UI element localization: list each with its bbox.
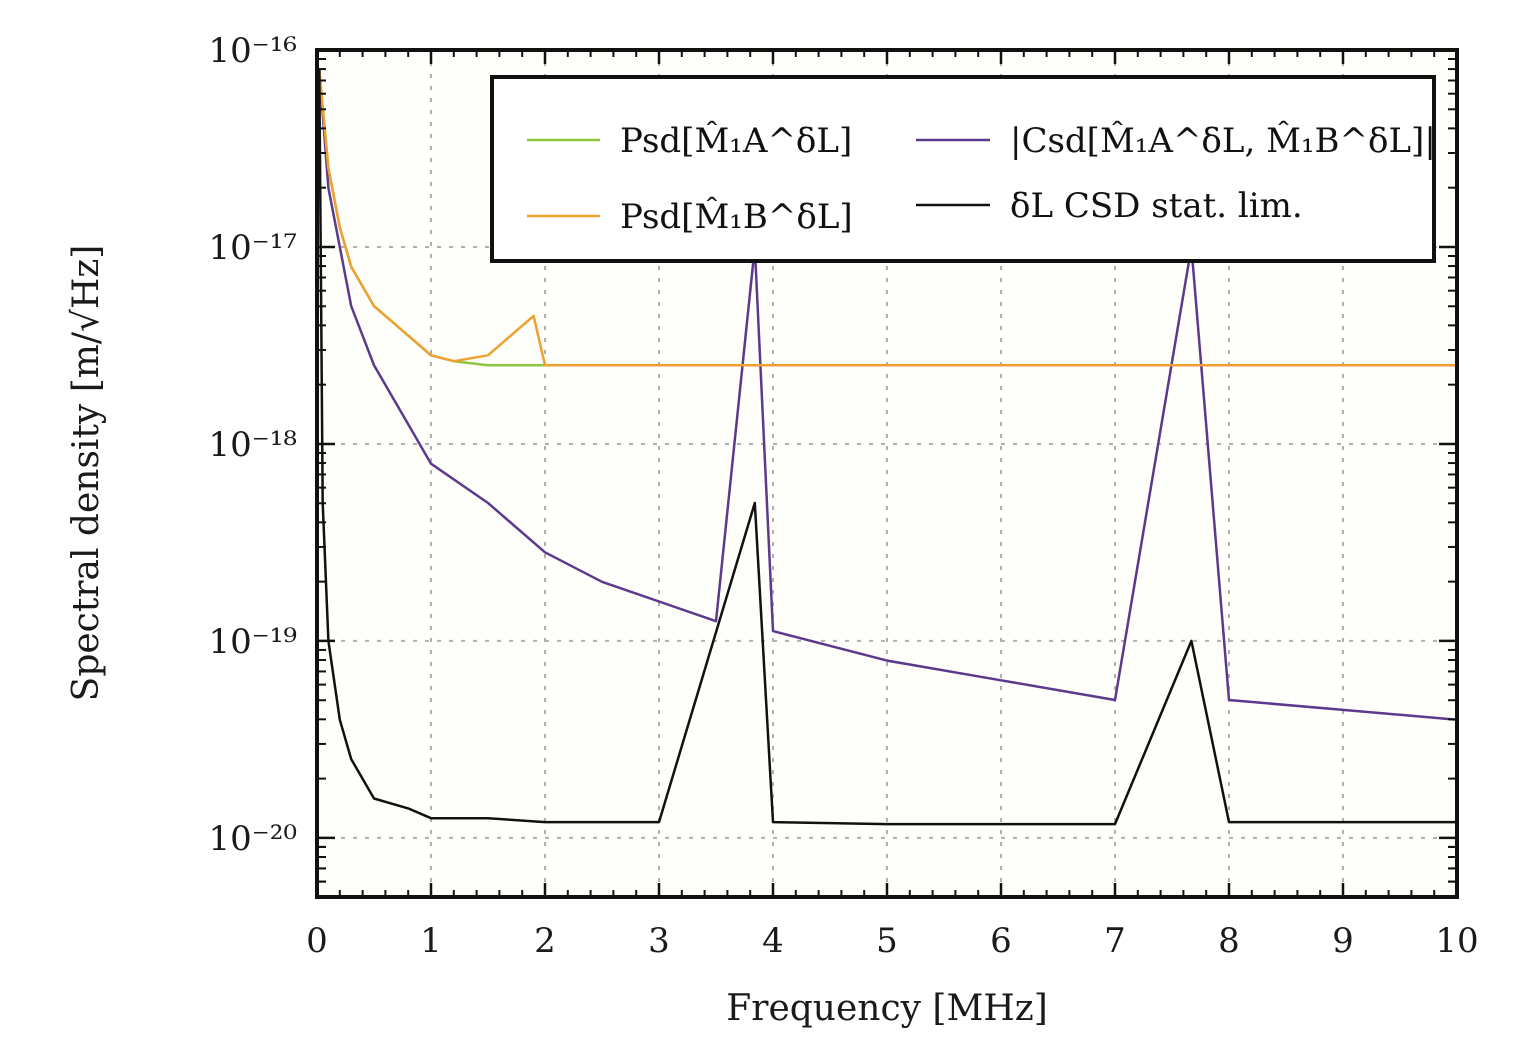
legend-label-psd-b: Psd[M̂₁B^δL] [620,196,853,237]
series-group [318,69,1457,826]
x-tick-label: 5 [876,921,898,961]
legend-box [490,75,1436,263]
series-line-3 [318,69,1457,826]
y-tick-label: 10⁻¹⁶ [209,31,297,71]
x-tick-label: 1 [420,921,442,961]
x-tick-label: 3 [648,921,670,961]
y-axis-title: Spectral density [m/√Hz] [66,245,107,702]
x-tick-label: 7 [1104,921,1126,961]
x-tick-label: 10 [1435,921,1478,961]
y-tick-labels: 10⁻¹⁶ 10⁻¹⁷ 10⁻¹⁸ 10⁻¹⁹ 10⁻²⁰ [209,31,297,859]
legend-label-stat-lim: δL CSD stat. lim. [1010,186,1303,226]
x-tick-label: 2 [534,921,556,961]
x-axis-title: Frequency [MHz] [726,988,1047,1029]
series-line-1 [318,69,1457,367]
x-tick-labels: 0 1 2 3 4 5 6 7 8 9 10 [306,921,1478,961]
plot-frame [315,48,1459,899]
y-tick-label: 10⁻¹⁸ [209,425,297,465]
y-tick-label: 10⁻¹⁷ [209,228,297,268]
legend-label-psd-a: Psd[M̂₁A^δL] [620,120,852,161]
legend: Psd[M̂₁A^δL] Psd[M̂₁B^δL] |Csd[M̂₁A^δL, … [490,75,1436,263]
y-tick-label: 10⁻¹⁹ [209,622,297,662]
x-tick-label: 6 [990,921,1012,961]
x-tick-label: 9 [1332,921,1354,961]
x-tick-label: 4 [762,921,784,961]
y-tick-label: 10⁻²⁰ [209,819,297,859]
series-line-2 [318,69,1457,721]
x-tick-label: 8 [1218,921,1240,961]
legend-label-csd: |Csd[M̂₁A^δL, M̂₁B^δL]| [1010,120,1436,161]
x-tick-label: 0 [306,921,328,961]
